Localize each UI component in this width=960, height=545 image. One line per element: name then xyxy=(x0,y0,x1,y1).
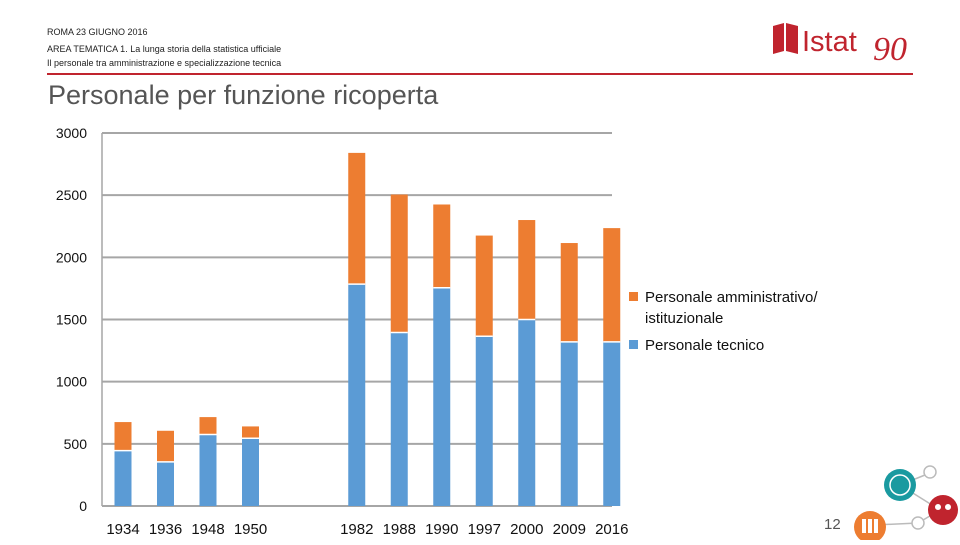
legend-swatch-tecnico xyxy=(629,340,638,349)
x-tick-label: 1997 xyxy=(468,521,501,538)
istat-logo: Istat 90 xyxy=(770,18,920,70)
x-tick-label: 1990 xyxy=(425,521,458,538)
section-subtitle: Il personale tra amministrazione e speci… xyxy=(47,58,282,68)
bar-tecnico-2016 xyxy=(603,341,621,506)
bar-tecnico-1950 xyxy=(242,438,259,506)
bar-tecnico-2009 xyxy=(560,341,578,506)
chart-legend: Personale amministrativo/ istituzionale … xyxy=(629,287,859,362)
x-tick-label: 1988 xyxy=(383,521,416,538)
x-tick-label: 1950 xyxy=(234,521,267,538)
bar-tecnico-1997 xyxy=(475,336,493,506)
y-tick-label: 1500 xyxy=(56,312,87,328)
bar-tecnico-1988 xyxy=(390,332,408,506)
event-date: ROMA 23 GIUGNO 2016 xyxy=(47,27,148,37)
legend-item-amministrativo: Personale amministrativo/ istituzionale xyxy=(629,287,859,329)
bar-amministrativo-1990 xyxy=(433,204,451,288)
bar-tecnico-1934 xyxy=(114,450,132,506)
y-tick-label: 0 xyxy=(79,498,87,514)
bar-tecnico-1982 xyxy=(348,284,366,506)
bar-amministrativo-1988 xyxy=(390,194,408,333)
y-tick-label: 500 xyxy=(64,436,88,452)
legend-item-tecnico: Personale tecnico xyxy=(629,335,859,356)
bar-amministrativo-1948 xyxy=(199,417,217,435)
legend-label-amministrativo: Personale amministrativo/ istituzionale xyxy=(645,289,818,327)
x-tick-label: 1934 xyxy=(106,521,139,538)
logo-text: Istat xyxy=(802,26,857,58)
legend-swatch-amministrativo xyxy=(629,292,638,301)
header-divider xyxy=(47,73,913,75)
bar-amministrativo-2009 xyxy=(560,243,578,342)
thematic-area: AREA TEMATICA 1. La lunga storia della s… xyxy=(47,44,282,54)
x-tick-label: 2016 xyxy=(595,521,628,538)
bar-amministrativo-1997 xyxy=(475,235,493,337)
x-tick-label: 1982 xyxy=(340,521,373,538)
bar-tecnico-1936 xyxy=(157,461,174,506)
y-tick-label: 3000 xyxy=(56,125,87,141)
bar-amministrativo-1950 xyxy=(242,426,259,439)
bar-amministrativo-1982 xyxy=(348,152,366,285)
logo-number: 90 xyxy=(873,31,907,68)
bar-amministrativo-2016 xyxy=(603,228,621,342)
bar-amministrativo-1936 xyxy=(157,430,174,462)
y-tick-label: 2000 xyxy=(56,249,87,265)
bar-amministrativo-2000 xyxy=(518,220,536,320)
bar-tecnico-1948 xyxy=(199,434,217,506)
y-tick-label: 2500 xyxy=(56,187,87,203)
y-tick-label: 1000 xyxy=(56,374,87,390)
decorative-network-icons xyxy=(840,455,960,543)
x-tick-label: 2009 xyxy=(553,521,586,538)
legend-label-tecnico: Personale tecnico xyxy=(645,337,765,354)
bar-amministrativo-1934 xyxy=(114,422,132,451)
bar-tecnico-2000 xyxy=(518,319,536,506)
bar-tecnico-1990 xyxy=(433,287,451,506)
chart-title: Personale per funzione ricoperta xyxy=(48,80,439,110)
page-number: 12 xyxy=(824,516,841,533)
x-tick-label: 1948 xyxy=(191,521,224,538)
x-tick-label: 2000 xyxy=(510,521,543,538)
x-tick-label: 1936 xyxy=(149,521,182,538)
